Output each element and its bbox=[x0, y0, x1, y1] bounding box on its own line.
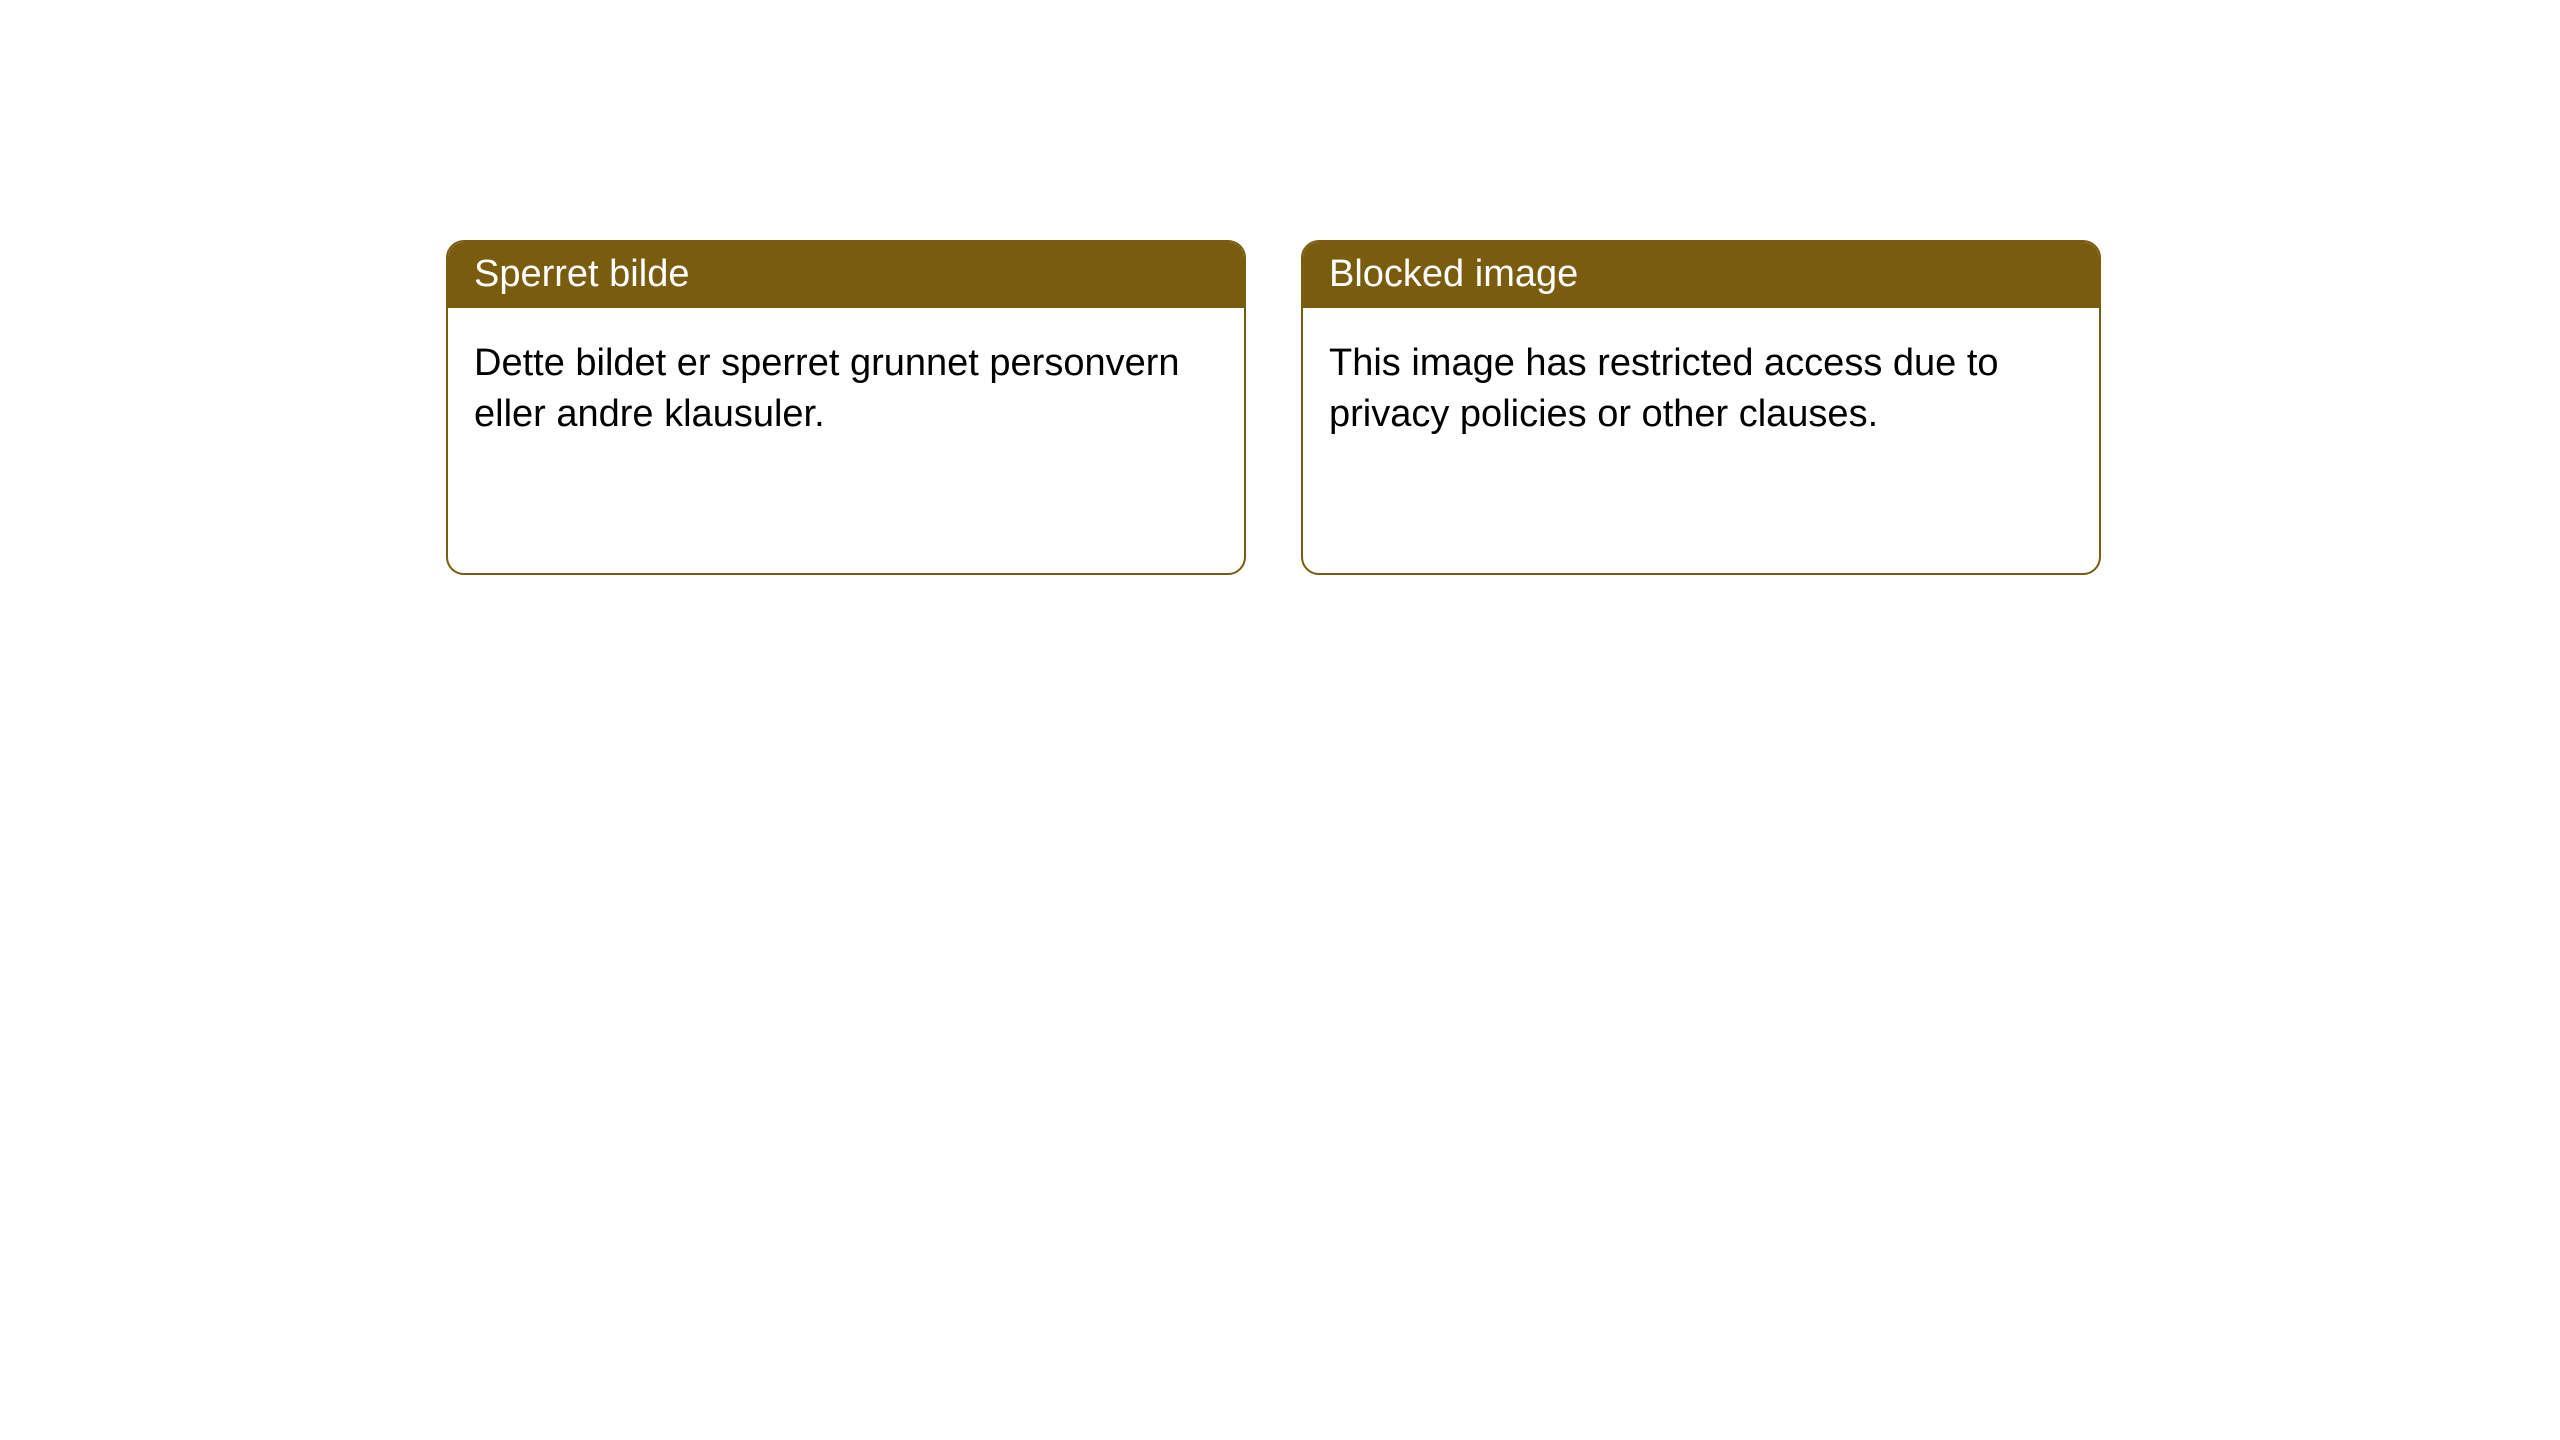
notice-container: Sperret bilde Dette bildet er sperret gr… bbox=[446, 240, 2101, 575]
notice-box-english: Blocked image This image has restricted … bbox=[1301, 240, 2101, 575]
notice-text: This image has restricted access due to … bbox=[1329, 342, 1999, 435]
notice-header-english: Blocked image bbox=[1303, 242, 2099, 308]
notice-body-norwegian: Dette bildet er sperret grunnet personve… bbox=[448, 308, 1244, 471]
notice-title: Sperret bilde bbox=[474, 253, 689, 295]
notice-text: Dette bildet er sperret grunnet personve… bbox=[474, 342, 1180, 435]
notice-box-norwegian: Sperret bilde Dette bildet er sperret gr… bbox=[446, 240, 1246, 575]
notice-header-norwegian: Sperret bilde bbox=[448, 242, 1244, 308]
notice-body-english: This image has restricted access due to … bbox=[1303, 308, 2099, 471]
notice-title: Blocked image bbox=[1329, 253, 1578, 295]
